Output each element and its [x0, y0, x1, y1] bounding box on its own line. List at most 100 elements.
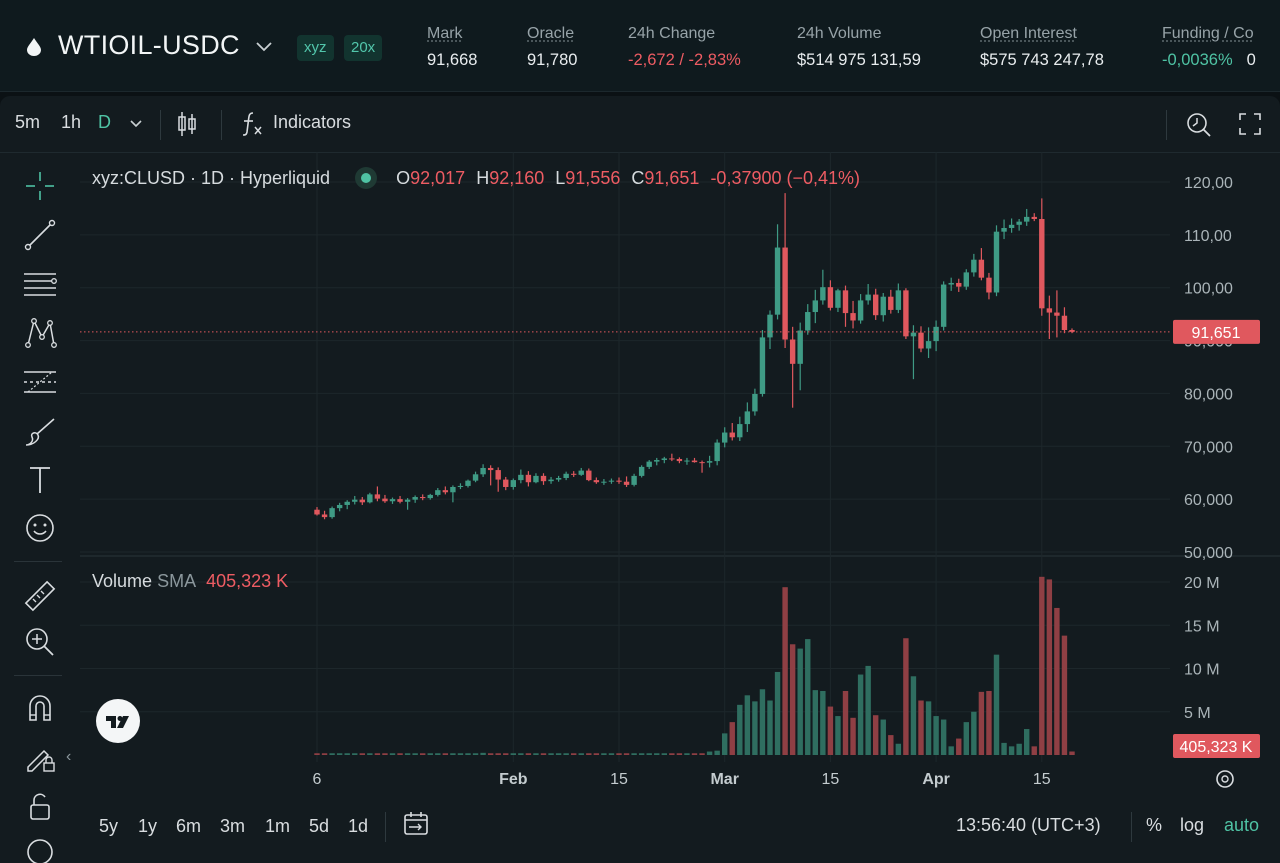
volume-bar [865, 665, 871, 755]
volume-bar [661, 753, 667, 755]
volume-bar [389, 753, 396, 755]
range-5y[interactable]: 5y [99, 816, 119, 836]
stat-label[interactable]: Open Interest [980, 25, 1077, 42]
stat-24h-change: 24h Change -2,672 / -2,83% [628, 25, 741, 70]
range-1m[interactable]: 1m [265, 816, 291, 836]
pattern-icon[interactable] [20, 313, 60, 353]
fib-retracement-icon[interactable] [20, 362, 60, 402]
price-axis-label: 80,000 [1184, 386, 1233, 403]
function-icon[interactable] [240, 110, 264, 138]
log-toggle[interactable]: log [1180, 815, 1205, 835]
volume-bar [857, 674, 864, 755]
chevron-down-icon[interactable] [128, 118, 144, 130]
chevron-down-icon[interactable] [254, 40, 274, 54]
volume-bar [1069, 751, 1075, 755]
indicators-button[interactable]: Indicators [273, 112, 352, 132]
volume-bar [767, 700, 773, 755]
candle-body [820, 287, 826, 301]
volume-bar [948, 746, 954, 755]
stat-label[interactable]: Mark [427, 25, 463, 42]
stat-funding: Funding / Co -0,0036% 0 [1162, 25, 1256, 70]
zoom-in-icon[interactable] [20, 622, 60, 662]
candle-body [797, 330, 803, 364]
stat-value: -2,672 / -2,83% [628, 51, 741, 69]
emoji-icon[interactable] [20, 508, 60, 548]
collapse-sidebar-icon[interactable]: ‹ [66, 748, 72, 765]
candles-icon[interactable] [175, 110, 199, 138]
volume-bar [812, 690, 818, 755]
volume-bar [910, 676, 917, 755]
range-1d[interactable]: 1d [348, 816, 369, 836]
ruler-icon[interactable] [20, 576, 60, 616]
range-5d[interactable]: 5d [309, 816, 330, 836]
volume-bar [1046, 579, 1053, 755]
stat-label[interactable]: Oracle [527, 25, 575, 42]
candle-body [873, 294, 879, 316]
trend-line-icon[interactable] [20, 215, 60, 255]
volume-bar [774, 671, 781, 755]
candle-body [963, 272, 969, 287]
volume-bar [321, 753, 328, 755]
volume-bar [1001, 742, 1007, 755]
candle-body [548, 479, 554, 482]
candle-body [359, 499, 365, 503]
brush-icon[interactable] [20, 411, 60, 451]
interval-d[interactable]: D [98, 112, 111, 132]
candle-body [503, 479, 509, 487]
candle-body [714, 442, 720, 462]
interval-1h[interactable]: 1h [61, 112, 82, 132]
volume-bar [404, 753, 411, 755]
alert-clock-icon[interactable] [1184, 109, 1214, 139]
volume-bar [903, 638, 909, 755]
tradingview-logo[interactable] [96, 699, 140, 743]
candle-body [865, 294, 871, 301]
clock-timezone[interactable]: 13:56:40 (UTC+3) [956, 815, 1101, 835]
volume-bar [314, 753, 320, 755]
time-axis-label: 15 [1033, 771, 1051, 788]
range-6m[interactable]: 6m [176, 816, 202, 836]
candle-body [450, 486, 456, 493]
low-label: L [555, 168, 566, 188]
auto-toggle[interactable]: auto [1224, 815, 1260, 835]
fullscreen-icon[interactable] [1238, 112, 1262, 136]
divider [1131, 812, 1132, 842]
volume-bar [706, 751, 713, 755]
volume-bar [1054, 607, 1060, 755]
candle-body [336, 504, 343, 509]
candle-body [669, 458, 675, 460]
candle-body [329, 508, 335, 518]
candle-body [601, 481, 607, 483]
magnet-icon[interactable] [20, 688, 60, 728]
market-symbol[interactable]: WTIOIL-USDC [58, 30, 240, 60]
candle-body [352, 499, 358, 502]
lock-icon[interactable] [20, 786, 60, 826]
volume-bar [1031, 746, 1037, 755]
lock-drawing-icon[interactable] [20, 737, 60, 777]
horizontal-lines-icon[interactable] [20, 264, 60, 304]
candle-body [1069, 330, 1075, 332]
date-range-icon[interactable] [402, 810, 430, 838]
stat-label[interactable]: Funding / Co [1162, 25, 1254, 42]
volume-bar [540, 753, 547, 755]
eye-icon[interactable] [20, 832, 60, 863]
volume-bar [435, 753, 441, 755]
candle-body [850, 313, 856, 321]
percent-toggle[interactable]: % [1146, 815, 1163, 835]
volume-bar [835, 716, 841, 755]
crosshair-icon[interactable] [20, 166, 60, 206]
divider [221, 110, 222, 140]
time-axis-label: 6 [313, 771, 322, 788]
volume-bar [744, 695, 751, 755]
volume-last-label: 405,323 K [1180, 739, 1253, 756]
volume-bar [699, 753, 705, 755]
price-axis-label: 110,00 [1184, 228, 1232, 245]
price-chart[interactable]: 120,00110,00100,0090,00080,00070,00060,0… [80, 152, 1280, 792]
volume-bar [963, 722, 969, 755]
range-1y[interactable]: 1y [138, 816, 158, 836]
range-3m[interactable]: 3m [220, 816, 246, 836]
text-tool-icon[interactable] [20, 460, 60, 500]
volume-bar [820, 690, 826, 755]
candle-body [631, 475, 637, 485]
settings-icon[interactable] [1216, 770, 1234, 788]
interval-5m[interactable]: 5m [15, 112, 41, 132]
